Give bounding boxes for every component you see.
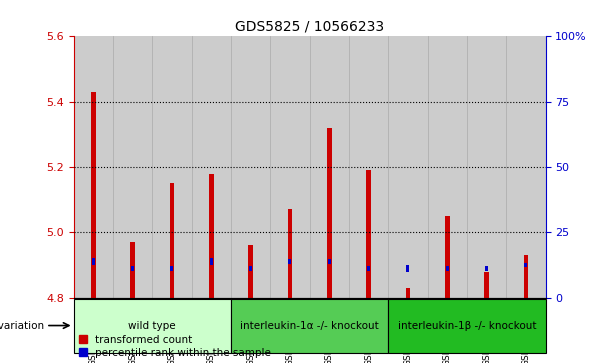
Text: interleukin-1β -/- knockout: interleukin-1β -/- knockout xyxy=(398,321,536,331)
Bar xyxy=(310,36,349,298)
Text: genotype/variation: genotype/variation xyxy=(0,321,44,331)
Bar xyxy=(366,170,371,298)
Bar xyxy=(152,36,192,298)
Bar xyxy=(349,36,388,298)
Title: GDS5825 / 10566233: GDS5825 / 10566233 xyxy=(235,20,384,34)
Bar xyxy=(231,36,270,298)
Bar xyxy=(445,216,449,298)
Bar xyxy=(428,36,467,298)
Bar xyxy=(467,36,506,298)
Bar xyxy=(191,36,231,298)
Bar xyxy=(506,36,546,298)
Bar xyxy=(506,36,546,298)
Bar xyxy=(210,258,213,265)
Bar xyxy=(209,174,213,298)
Bar xyxy=(74,36,113,298)
Legend: transformed count, percentile rank within the sample: transformed count, percentile rank withi… xyxy=(78,335,272,358)
Bar xyxy=(327,128,332,298)
Bar xyxy=(288,259,291,264)
Bar xyxy=(388,36,428,298)
Text: interleukin-1α -/- knockout: interleukin-1α -/- knockout xyxy=(240,321,379,331)
Bar xyxy=(270,36,310,298)
Text: wild type: wild type xyxy=(128,321,176,331)
Bar xyxy=(91,92,96,298)
Bar xyxy=(328,259,331,264)
Bar xyxy=(485,266,488,271)
Bar xyxy=(152,36,192,298)
Bar xyxy=(131,266,134,271)
Bar xyxy=(113,36,152,298)
Bar xyxy=(113,36,152,298)
Bar xyxy=(388,36,428,298)
FancyBboxPatch shape xyxy=(231,299,388,353)
FancyBboxPatch shape xyxy=(74,299,231,353)
Bar xyxy=(406,288,410,298)
Bar xyxy=(484,272,489,298)
Bar xyxy=(310,36,349,298)
Bar xyxy=(130,242,135,298)
Bar xyxy=(349,36,388,298)
Bar xyxy=(249,266,252,271)
Bar xyxy=(428,36,467,298)
Bar xyxy=(524,262,527,268)
Bar xyxy=(446,266,449,271)
FancyBboxPatch shape xyxy=(388,299,546,353)
Bar xyxy=(367,266,370,271)
Bar xyxy=(170,266,173,271)
Bar xyxy=(170,183,174,298)
Bar xyxy=(406,265,409,272)
Bar xyxy=(270,36,310,298)
Bar xyxy=(92,258,95,265)
Bar xyxy=(74,36,113,298)
Bar xyxy=(248,245,253,298)
Bar xyxy=(524,255,528,298)
Bar xyxy=(287,209,292,298)
Bar xyxy=(467,36,506,298)
Bar xyxy=(231,36,270,298)
Bar xyxy=(191,36,231,298)
